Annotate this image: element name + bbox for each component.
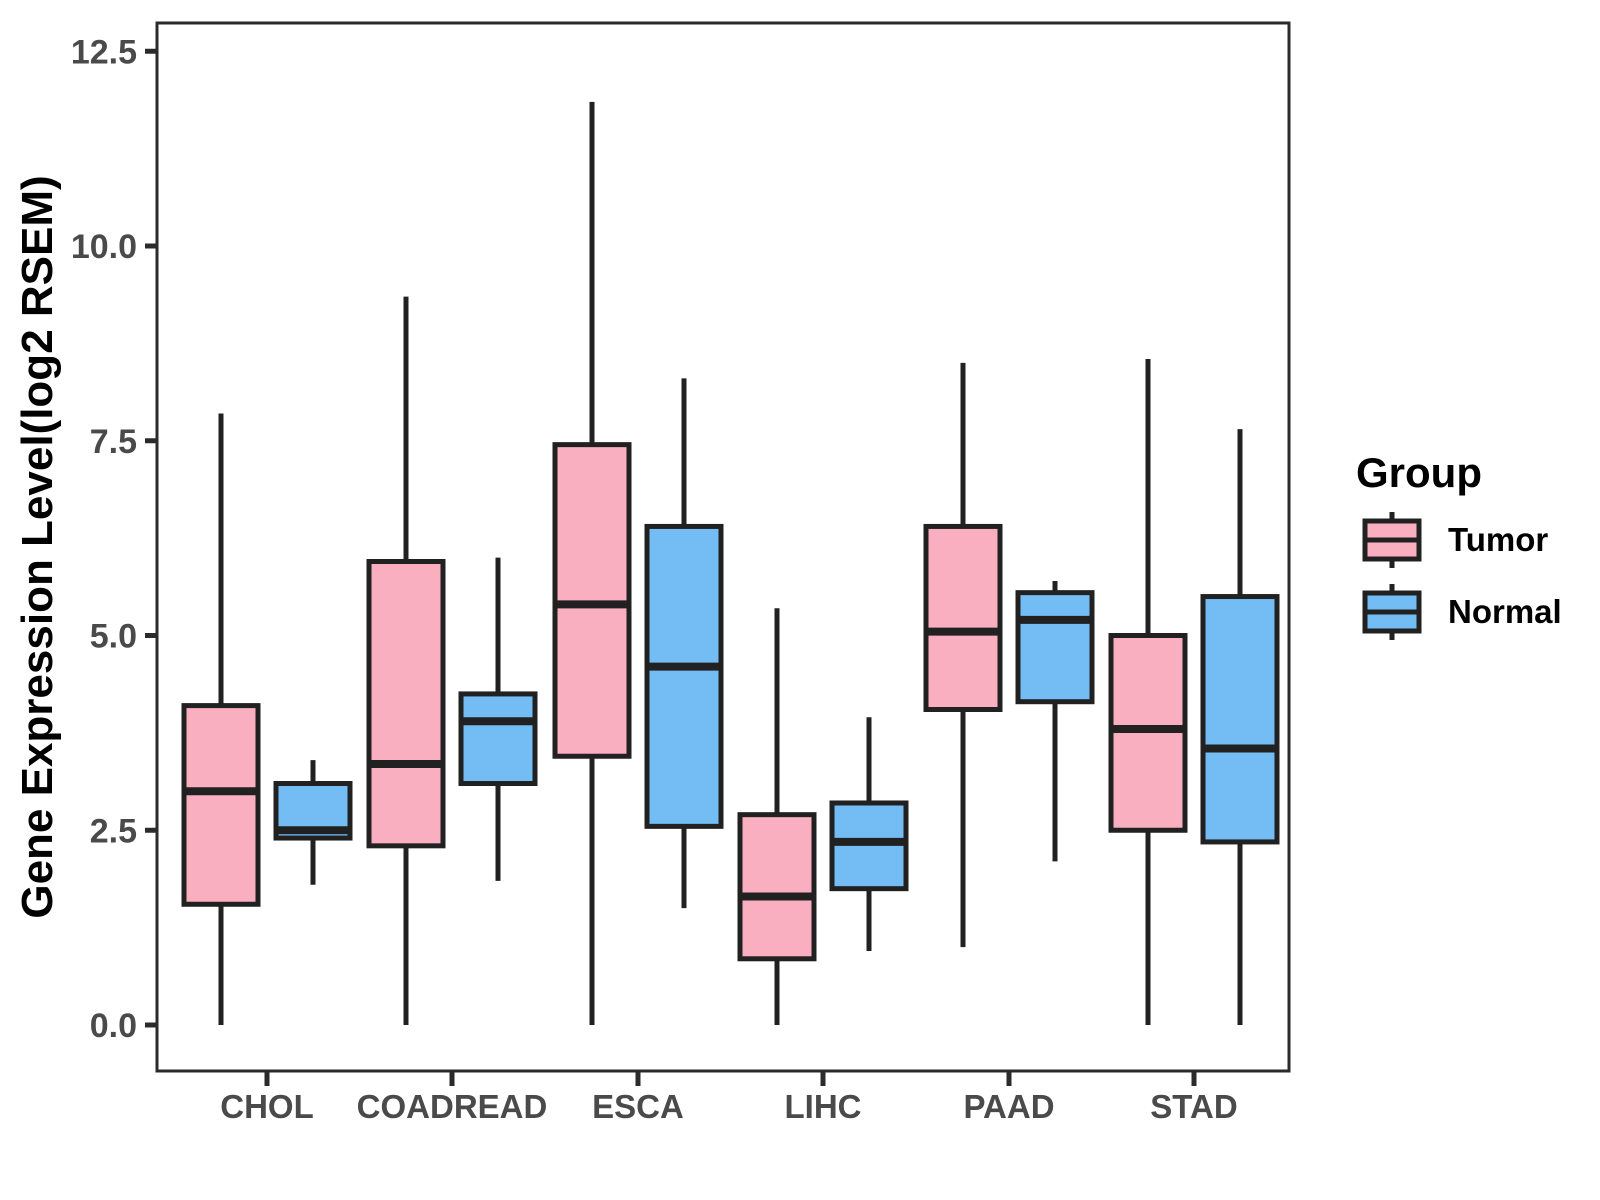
x-tick-label: ESCA: [592, 1088, 684, 1125]
x-tick-label: CHOL: [220, 1088, 314, 1125]
y-axis-title: Gene Expression Level(log2 RSEM): [13, 175, 62, 918]
y-tick-label: 12.5: [71, 33, 137, 71]
legend-title: Group: [1356, 449, 1482, 496]
y-tick-label: 2.5: [90, 812, 137, 850]
normal-box-ESCA: [644, 523, 724, 829]
y-tick-label: 10.0: [71, 228, 137, 266]
legend-item-label: Tumor: [1448, 521, 1548, 558]
legend: Tumor Normal: [1362, 512, 1562, 640]
normal-box-PAAD: [1015, 590, 1095, 705]
legend-item-label: Normal: [1448, 593, 1562, 630]
x-tick-label: COADREAD: [357, 1088, 548, 1125]
y-tick-label: 0.0: [90, 1007, 137, 1045]
normal-box-COADREAD: [458, 691, 538, 787]
x-tick-label: STAD: [1150, 1088, 1237, 1125]
y-tick-label: 5.0: [90, 618, 137, 656]
y-tick-label: 7.5: [90, 423, 137, 461]
plot-area: 0.0 2.5 5.0 7.5 10.0 12.5 CHOL COADREAD ESCA LIHC…: [71, 21, 1291, 1125]
tumor-box-PAAD: [923, 523, 1003, 713]
legend-item-tumor: Tumor: [1362, 512, 1548, 568]
x-tick-label: LIHC: [785, 1088, 862, 1125]
legend-item-normal: Normal: [1362, 584, 1562, 640]
normal-box-STAD: [1200, 594, 1280, 845]
tumor-box-LIHC: [737, 812, 817, 962]
x-tick-label: PAAD: [963, 1088, 1054, 1125]
tumor-box-CHOL: [181, 703, 261, 907]
tumor-box-COADREAD: [366, 558, 446, 849]
